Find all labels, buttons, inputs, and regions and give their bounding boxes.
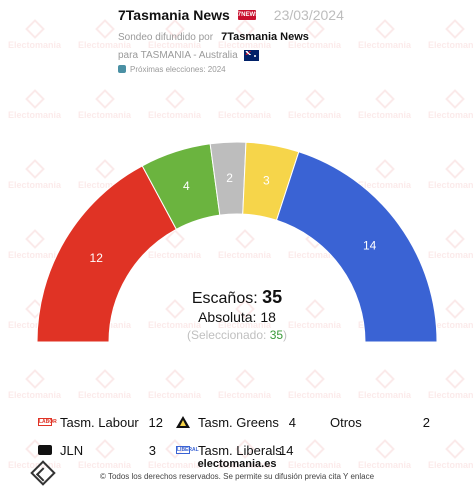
legend-value: 4 <box>288 414 296 430</box>
segment-seat-label: 2 <box>226 171 233 185</box>
seats-label: Escaños: <box>191 290 258 307</box>
ballot-box-icon <box>118 65 126 73</box>
legend-item-otros[interactable]: Otros 2 <box>330 410 430 434</box>
seats-value: 35 <box>262 287 283 307</box>
australia-flag-icon <box>243 49 259 61</box>
legend-value: 14 <box>279 442 294 458</box>
footer: electomania.es © Todos los derechos rese… <box>0 458 474 481</box>
legend-name: Otros <box>330 414 362 430</box>
site-name[interactable]: electomania.es <box>197 458 277 470</box>
legend-item-labour[interactable]: LABOR Tasm. Labour 12 <box>38 410 163 434</box>
absolute-label: Absoluta: <box>198 309 257 325</box>
legend-item-liberals[interactable]: LIBERAL Tasm. Liberals 14 <box>176 438 306 462</box>
hemicycle-segment[interactable] <box>275 151 438 343</box>
segment-seat-label: 14 <box>363 239 377 253</box>
selected-value: 35 <box>269 328 284 342</box>
region-label: para TASMANIA - Australia <box>118 49 238 61</box>
legend-name: Tasm. Labour <box>60 414 139 430</box>
seats-total: Escaños: 35 <box>0 287 474 308</box>
legend-name: JLN <box>60 442 84 458</box>
news-logo: 7NEWS <box>237 10 260 20</box>
sondeo-prefix: Sondeo difundido por <box>118 31 214 43</box>
segment-seat-label: 3 <box>263 174 270 188</box>
selected-line: (Seleccionado: 35) <box>0 328 474 342</box>
greens-logo-icon <box>176 416 190 428</box>
segment-seat-label: 12 <box>90 251 104 265</box>
legend-item-jln[interactable]: JLN 3 <box>38 438 158 462</box>
selected-label: (Seleccionado: <box>186 328 267 342</box>
header: 7Tasmania News 7NEWS 23/03/2024 Sondeo d… <box>118 6 468 75</box>
selected-close: ) <box>283 328 288 342</box>
jln-logo-icon <box>38 445 52 455</box>
legend-value: 12 <box>148 414 163 430</box>
legend-item-greens[interactable]: Tasm. Greens 4 <box>176 410 296 434</box>
legend-name: Tasm. Greens <box>198 414 279 430</box>
poll-date: 23/03/2024 <box>273 7 344 23</box>
segment-seat-label: 4 <box>183 179 190 193</box>
absolute-value: 18 <box>260 309 276 325</box>
labour-logo-icon: LABOR <box>38 418 57 426</box>
majority-line: Absoluta: 18 <box>0 309 474 325</box>
copyright-text: © Todos los derechos reservados. Se perm… <box>99 472 375 481</box>
legend-name: Tasm. Liberals <box>198 442 282 458</box>
next-elections: Próximas elecciones: 2024 <box>130 64 226 74</box>
liberals-logo-icon: LIBERAL <box>176 446 199 454</box>
pollster-name: 7Tasmania News <box>221 31 309 43</box>
page-title: 7Tasmania News <box>118 7 230 23</box>
legend-value: 3 <box>148 442 156 458</box>
legend-value: 2 <box>422 414 430 430</box>
